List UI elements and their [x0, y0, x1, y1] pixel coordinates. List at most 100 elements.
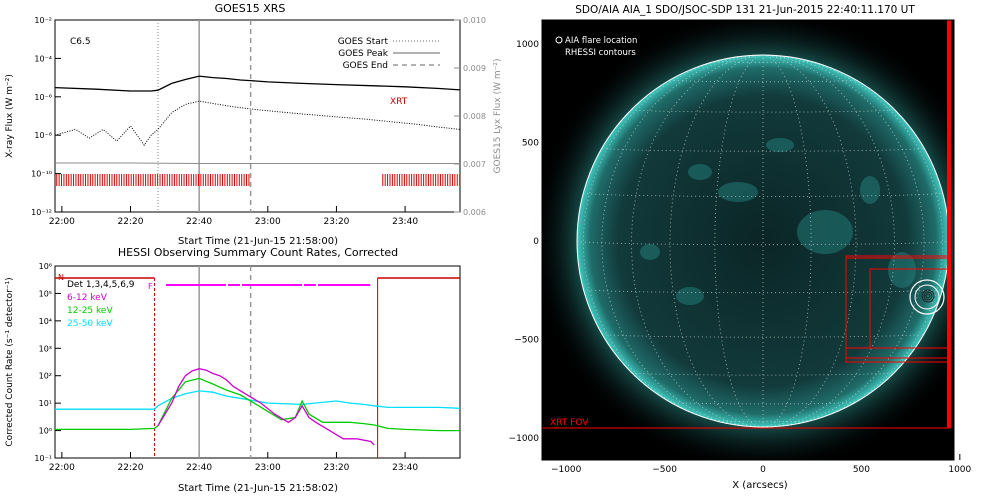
hessi-ytick-label: 10⁰ — [39, 427, 52, 436]
hessi-xlabel: Start Time (21-Jun-15 21:58:02) — [178, 483, 338, 494]
aia-x-axis: −1000 −500 0 500 1000 — [551, 454, 972, 475]
goes-legend-label: GOES End — [343, 61, 388, 71]
goes-ylabel-right: GOES15 Lyx Flux (W m⁻²) — [493, 59, 503, 174]
aia-plot-frame — [541, 19, 955, 461]
goes-ytick-label: 10⁻⁴ — [34, 54, 52, 63]
hessi-series-12-25-keV — [55, 377, 460, 432]
hessi-xtick-label: 22:40 — [186, 463, 212, 473]
aia-xlabel: X (arcsecs) — [732, 480, 788, 491]
hessi-band-1225-label: 12-25 keV — [67, 306, 113, 316]
rhessi-contour-1 — [921, 289, 935, 303]
hessi-series-6-12-keV — [157, 368, 375, 446]
goes-ytick-label: 10⁻² — [34, 16, 52, 25]
goes-xtick-label: 23:20 — [323, 217, 349, 227]
goes-ytick-label: 10⁻¹² — [31, 208, 52, 217]
hessi-ytick-label: 10⁻¹ — [34, 454, 52, 463]
goes-xtick-label: 22:40 — [186, 217, 212, 227]
aia-legend-line2: RHESSI contours — [565, 48, 636, 58]
hessi-xtick-label: 23:00 — [255, 463, 281, 473]
aia-flare-marker — [909, 279, 945, 315]
aia-grid-longitude — [762, 54, 925, 428]
aia-grid-latitude — [583, 288, 943, 294]
aia-panel: SDO/AIA AIA_1 SDO/JSOC-SDP 131 21-Jun-20… — [509, 4, 972, 491]
aia-grid-latitude — [669, 401, 857, 405]
hessi-xtick-label: 22:20 — [118, 463, 144, 473]
rhessi-contour-3 — [925, 293, 931, 299]
goes-xtick-label: 22:20 — [118, 217, 144, 227]
aia-active-region — [888, 252, 916, 288]
goes-xtick-label: 22:00 — [49, 217, 75, 227]
goes-xtick-label: 23:00 — [255, 217, 281, 227]
aia-active-region — [860, 176, 880, 204]
hessi-x-axis: 22:00 22:20 22:40 23:00 23:20 23:40 — [49, 452, 418, 473]
goes-y2tick-label: 0.009 — [463, 64, 486, 73]
goes-legend: GOES Start GOES Peak GOES End — [338, 37, 440, 71]
hessi-xtick-label: 23:40 — [392, 463, 418, 473]
aia-xtick-label: −500 — [652, 465, 677, 475]
hessi-n-label: N — [58, 273, 64, 282]
goes-xlabel: Start Time (21-Jun-15 21:58:00) — [178, 236, 338, 247]
aia-ytick-label: 500 — [522, 139, 539, 149]
hessi-f-label: F — [148, 282, 153, 291]
aia-ytick-label: 1000 — [516, 40, 539, 50]
hessi-xtick-label: 22:00 — [49, 463, 75, 473]
hessi-title: HESSI Observing Summary Count Rates, Cor… — [118, 246, 398, 259]
xrt-subfield-inner — [869, 268, 950, 349]
hessi-band-612-label: 6-12 keV — [67, 293, 108, 303]
hessi-legend: Det 1,3,4,5,6,9 6-12 keV 12-25 keV 25-50… — [67, 280, 135, 329]
goes-y2tick-label: 0.006 — [463, 208, 486, 217]
goes-y2tick-label: 0.010 — [463, 16, 486, 25]
flare-location-circle-inner — [914, 284, 940, 310]
goes-ylabel: X-ray Flux (W m⁻²) — [5, 74, 15, 158]
aia-grid-latitude — [714, 420, 812, 423]
goes-low-channel-series — [54, 100, 461, 147]
hessi-band-2550-label: 25-50 keV — [67, 319, 113, 329]
goes-ytick-label: 10⁻⁶ — [34, 93, 52, 102]
hessi-det-label: Det 1,3,4,5,6,9 — [67, 280, 135, 290]
goes-legend-label: GOES Start — [338, 37, 389, 47]
hessi-series-25-50-keV — [55, 390, 461, 410]
goes-xtick-label: 23:40 — [392, 217, 418, 227]
goes-panel: GOES15 XRS 10⁻² 10⁻⁴ 10⁻⁶ 10⁻⁸ 10⁻¹⁰ 10⁻¹² 0.… — [5, 2, 503, 247]
hessi-ytick-label: 10² — [39, 372, 52, 381]
hessi-ytick-label: 10⁶ — [39, 262, 52, 271]
hessi-plot-frame — [54, 265, 461, 459]
hessi-xtick-label: 23:20 — [323, 463, 349, 473]
aia-xtick-label: −1000 — [551, 465, 582, 475]
xrt-fov-label: XRT FOV — [550, 418, 589, 428]
hessi-panel: HESSI Observing Summary Count Rates, Cor… — [5, 246, 461, 494]
aia-active-region — [766, 138, 794, 152]
goes-title: GOES15 XRS — [215, 2, 286, 15]
aia-grid-longitude — [601, 54, 764, 428]
aia-legend-line1: AIA flare location — [565, 36, 637, 46]
aia-legend-circle-icon — [555, 36, 563, 44]
aia-xtick-label: 500 — [853, 465, 870, 475]
goes-y-axis: 10⁻² 10⁻⁴ 10⁻⁶ 10⁻⁸ 10⁻¹⁰ 10⁻¹² — [31, 16, 61, 217]
goes-class-label: C6.5 — [70, 37, 91, 47]
hessi-ytick-label: 10⁵ — [39, 289, 52, 298]
aia-title: SDO/AIA AIA_1 SDO/JSOC-SDP 131 21-Jun-20… — [575, 4, 915, 16]
goes-x-axis: 22:00 22:20 22:40 23:00 23:20 23:40 — [49, 206, 418, 227]
hessi-ytick-label: 10³ — [39, 344, 52, 353]
goes-y2tick-label: 0.008 — [463, 112, 486, 121]
aia-ytick-label: −1000 — [509, 434, 540, 444]
aia-grid-latitude — [601, 333, 925, 338]
aia-xtick-label: 1000 — [948, 465, 971, 475]
aia-y-axis: 1000 500 0 −500 −1000 — [509, 40, 548, 444]
hessi-y-axis: 10⁶ 10⁵ 10⁴ 10³ 10² 10¹ 10⁰ 10⁻¹ — [34, 262, 61, 463]
flare-location-circle — [909, 279, 945, 315]
goes-ytick-label: 10⁻⁸ — [34, 131, 52, 140]
goes-xrt-label: XRT — [390, 97, 408, 107]
aia-heliographic-grid — [576, 54, 950, 428]
aia-ytick-label: 0 — [533, 237, 539, 247]
goes-plot-area — [54, 20, 461, 212]
hessi-ytick-label: 10⁴ — [39, 317, 52, 326]
hessi-ytick-label: 10¹ — [39, 399, 52, 408]
goes-ytick-label: 10⁻¹⁰ — [31, 170, 52, 179]
aia-active-region — [640, 244, 660, 260]
goes-y2-axis: 0.010 0.009 0.008 0.007 0.006 — [454, 16, 486, 217]
aia-solar-disk — [577, 55, 949, 427]
goes-legend-label: GOES Peak — [338, 49, 388, 59]
aia-active-region — [718, 182, 758, 202]
